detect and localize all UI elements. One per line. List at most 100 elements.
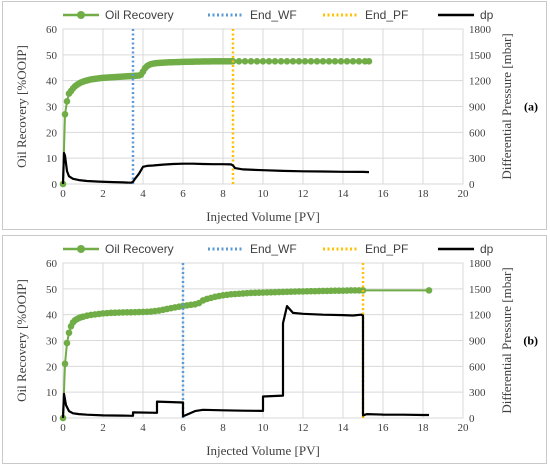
data-point [61, 110, 69, 118]
y2-tick-label: 600 [469, 361, 486, 373]
x-axis-title: Injected Volume [PV] [206, 209, 320, 224]
data-point [277, 57, 285, 65]
data-point [425, 287, 433, 294]
y-tick-label: 30 [46, 102, 58, 114]
y-tick-label: 30 [46, 336, 58, 348]
series-dp [61, 304, 429, 419]
data-point [325, 57, 333, 65]
y-tick-label: 60 [46, 24, 58, 36]
y-axis-title: Oil Recovery [%OOIP] [14, 279, 29, 402]
y2-tick-label: 600 [469, 127, 486, 139]
y2-tick-label: 1500 [469, 284, 492, 296]
x-tick-label: 10 [258, 422, 270, 434]
data-point [365, 57, 373, 65]
data-point [301, 57, 309, 65]
x-tick-label: 4 [140, 422, 146, 434]
y-tick-label: 40 [46, 76, 58, 88]
plot-area-frame [62, 262, 464, 419]
data-point [295, 57, 303, 65]
x-tick-label: 12 [298, 422, 309, 434]
x-tick-label: 2 [100, 422, 106, 434]
y-tick-label: 10 [46, 387, 58, 399]
legend-label: Oil Recovery [105, 8, 174, 22]
data-point [271, 57, 279, 65]
y2-tick-label: 0 [469, 413, 475, 425]
data-point [241, 57, 249, 65]
y-tick-label: 40 [46, 310, 58, 322]
y-tick-label: 0 [52, 179, 58, 191]
x-tick-label: 2 [100, 188, 106, 200]
y2-tick-label: 1500 [469, 50, 492, 62]
y-axis-title: Oil Recovery [%OOIP] [14, 45, 29, 168]
data-point [63, 339, 71, 347]
data-point [63, 98, 71, 105]
x-tick-label: 4 [140, 188, 146, 200]
x-tick-label: 14 [338, 422, 350, 434]
x-tick-label: 18 [418, 422, 430, 434]
plot-area-frame [62, 28, 464, 185]
data-point [61, 360, 69, 368]
y2-tick-label: 300 [469, 387, 486, 399]
y2-tick-label: 300 [469, 153, 486, 165]
data-point [343, 57, 351, 65]
y2-axis-title: Differential Pressure [mbar] [499, 33, 514, 179]
x-tick-label: 14 [338, 188, 350, 200]
y-tick-label: 20 [46, 127, 58, 139]
legend-label: End_PF [365, 8, 408, 22]
y-tick-label: 60 [46, 258, 58, 270]
x-tick-label: 20 [458, 188, 470, 200]
chart-a-svg: 0 2 4 6 8 10 12 14 16 18 2001020304050600300600900… [14, 8, 538, 224]
panel-label: (b) [523, 334, 538, 348]
y-tick-label: 50 [46, 50, 58, 62]
data-point [331, 57, 339, 65]
series-line [61, 304, 429, 419]
data-point [337, 57, 345, 65]
legend-label: dp [480, 242, 494, 256]
legend-swatch-marker [77, 245, 85, 253]
x-tick-label: 16 [378, 422, 390, 434]
series-line [61, 151, 370, 185]
y2-tick-label: 900 [469, 336, 486, 348]
data-point [319, 57, 327, 65]
data-point [247, 57, 255, 65]
y2-tick-label: 0 [469, 179, 475, 191]
y-tick-label: 20 [46, 361, 58, 373]
data-point [235, 57, 243, 65]
series-oil-recovery [59, 57, 373, 188]
data-point [259, 57, 267, 65]
y2-tick-label: 1200 [469, 76, 492, 88]
series-dp [61, 151, 370, 185]
data-point [253, 57, 261, 65]
x-tick-label: 6 [180, 188, 186, 200]
data-point [283, 57, 291, 65]
x-tick-label: 0 [60, 188, 66, 200]
x-tick-label: 20 [458, 422, 470, 434]
y2-tick-label: 1800 [469, 24, 492, 36]
series-oil-recovery [59, 287, 433, 422]
x-tick-label: 18 [418, 188, 430, 200]
chart-panel-a: 0 2 4 6 8 10 12 14 16 18 20 0 10 20 30 40 50 60 0 300 600 900… [2, 1, 547, 230]
x-tick-label: 8 [220, 188, 226, 200]
data-point [307, 57, 315, 65]
y2-tick-label: 1200 [469, 310, 492, 322]
x-tick-label: 6 [180, 422, 186, 434]
x-tick-label: 12 [298, 188, 309, 200]
y-tick-label: 50 [46, 284, 58, 296]
chart-b-svg: 0 2 4 6 8 10 12 14 16 18 2001020304050600300600900… [14, 242, 538, 458]
x-axis-title: Injected Volume [PV] [206, 443, 320, 458]
legend-label: End_WF [250, 8, 297, 22]
legend-label: End_PF [365, 242, 408, 256]
x-tick-label: 0 [60, 422, 66, 434]
data-point [355, 57, 363, 65]
legend: Oil Recovery End_WF End_PF dp [63, 242, 494, 256]
x-tick-label: 10 [258, 188, 270, 200]
y2-tick-label: 900 [469, 102, 486, 114]
chart-panel-b: 0 2 4 6 8 10 12 14 16 18 20 0 10 20 30 40 50 60 0 300 600 900… [2, 235, 547, 464]
legend-label: End_WF [250, 242, 297, 256]
legend-label: dp [480, 8, 494, 22]
legend: Oil Recovery End_WF End_PF dp [63, 8, 494, 22]
y2-axis-title: Differential Pressure [mbar] [499, 267, 514, 413]
data-point [289, 57, 297, 65]
x-tick-label: 16 [378, 188, 390, 200]
data-point [265, 57, 273, 65]
